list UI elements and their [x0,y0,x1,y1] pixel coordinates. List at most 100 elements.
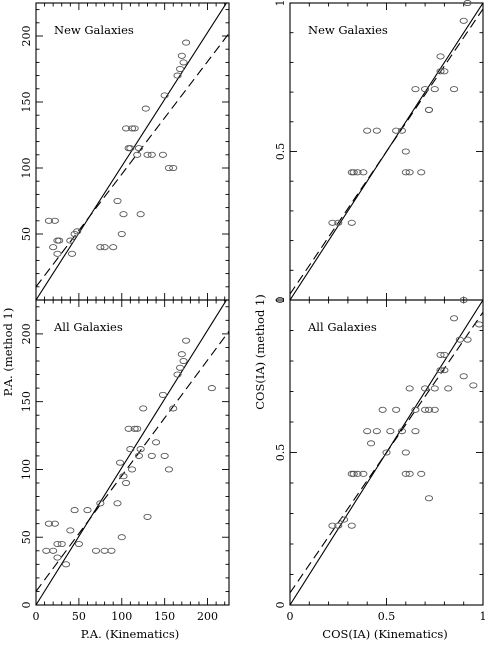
panel-4-data-point [436,367,445,374]
panel-4-data-point [430,406,439,413]
panel-2-data-point [49,547,58,554]
panel-4-data-point [463,336,472,343]
panel-2-solid-fit-line [36,300,228,605]
panel-4-data-point [401,449,410,456]
panel-2-data-point [147,452,156,459]
panel-2-frame [35,299,230,606]
panel-4-data-point [334,522,343,529]
panel-2-title: All Galaxies [53,320,123,334]
left-x-axis-label: P.A. (Kinematics) [81,627,180,641]
panel-3-data-point [463,0,472,7]
panel-2-x-tick-label: 50 [72,610,86,623]
panel-1-data-point [169,164,178,172]
panel-3-data-point [363,127,372,134]
panel-2-data-point [158,391,168,398]
panel-4-data-point [411,406,420,413]
panel-4-data-point [475,321,484,328]
panel-4-data-point [459,296,468,304]
panel-1-data-point [113,197,122,205]
panel-1-data-point [179,59,188,66]
panel-1-data-point [160,92,169,99]
panel-1-data-point [182,39,191,46]
panel-2-data-point [119,473,128,480]
panel-1-data-point [73,228,82,235]
panel-2-data-point [57,540,66,548]
panel-4-data-point [378,406,387,413]
panel-4-x-tick-label: 1 [480,610,486,623]
panel-4-data-point [349,470,358,477]
panel-3-y-tick-label: 0.5 [274,143,287,161]
panel-1-data-point [147,151,156,158]
panel-2-data-point [74,540,83,548]
panel-2-x-tick-label: 100 [111,610,132,623]
panel-2-data-point [122,479,131,487]
panel-2-data-point [124,425,133,432]
panel-3-data-point [449,86,459,93]
panel-2-data-point [70,507,79,514]
panel-2-data-point [207,385,216,392]
panel-3-data-point [392,127,401,134]
panel-1-data-point [66,237,75,244]
panel-2-data-point [173,371,182,378]
panel-1-data-point [67,250,77,257]
panel-1-data-point [96,244,105,251]
panel-4-data-point [347,522,356,529]
panel-4-data-point [424,495,434,502]
panel-1-title: New Galaxies [54,23,134,37]
panel-3-data-point [459,17,468,24]
panel-1-data-point [50,217,59,224]
panel-1-data-point [141,105,150,112]
panel-2-x-tick-label: 150 [154,610,175,623]
panel-1-data-point [49,244,58,251]
panel-1-data-point [124,145,133,152]
panel-2-data-point [160,452,169,459]
panel-3-data-point [401,169,410,176]
panel-2-data-point [117,534,126,541]
panel-4-data-point [359,470,368,477]
panel-4-data-point [417,470,426,477]
panel-2-data-point [83,507,92,514]
panel-1-data-point [119,211,128,218]
panel-2-data-point [116,459,125,466]
panel-3-data-point [421,86,430,93]
panel-4-data-point [440,351,449,358]
panel-2-data-point [133,425,142,432]
panel-4-data-point [405,385,414,392]
panel-1-data-point [173,72,182,79]
panel-3-data-point [436,68,445,75]
panel-2-data-point [107,547,116,554]
right-y-axis-label: COS(IA) (method 1) [253,294,267,410]
panel-1-data-point [122,125,131,132]
panel-3-data-point [405,169,414,176]
panel-3-data-point [430,86,439,93]
panel-4-data-point [382,449,391,456]
panel-2-data-point [53,540,62,548]
panel-1-solid-fit-line [36,3,228,300]
panel-4-data-point [459,373,468,380]
panel-4-data-point [353,470,362,477]
panel-1-y-tick-label: 200 [20,26,33,47]
panel-2-data-point [91,547,101,554]
panel-4-dashed-fit-line [290,311,483,594]
panel-1-data-point [128,125,137,132]
panel-2-data-point [179,357,188,365]
panel-1-data-point [44,217,53,224]
panel-4-y-tick-label: 0.5 [274,444,287,462]
panel-3-data-point [440,68,449,75]
panel-1-data-point [100,244,109,251]
panel-2-y-tick-label: 100 [20,459,33,480]
panel-4-data-point [469,382,478,389]
panel-4-data-point [421,385,430,392]
panel-2-data-point [50,520,59,527]
panel-3-data-point [397,127,406,134]
panel-4-data-point [339,516,349,523]
panel-3-data-point [401,148,410,155]
panel-4-y-tick-label: 0 [274,602,287,609]
panel-4-data-point [372,428,381,435]
panel-2-data-point [126,446,135,453]
panel-2-data-point [177,351,186,358]
panel-2-data-point [152,439,161,446]
panel-4-data-point [424,406,434,413]
panel-3-data-point [349,169,358,176]
panel-3-y-tick-label: 0 [274,297,287,304]
